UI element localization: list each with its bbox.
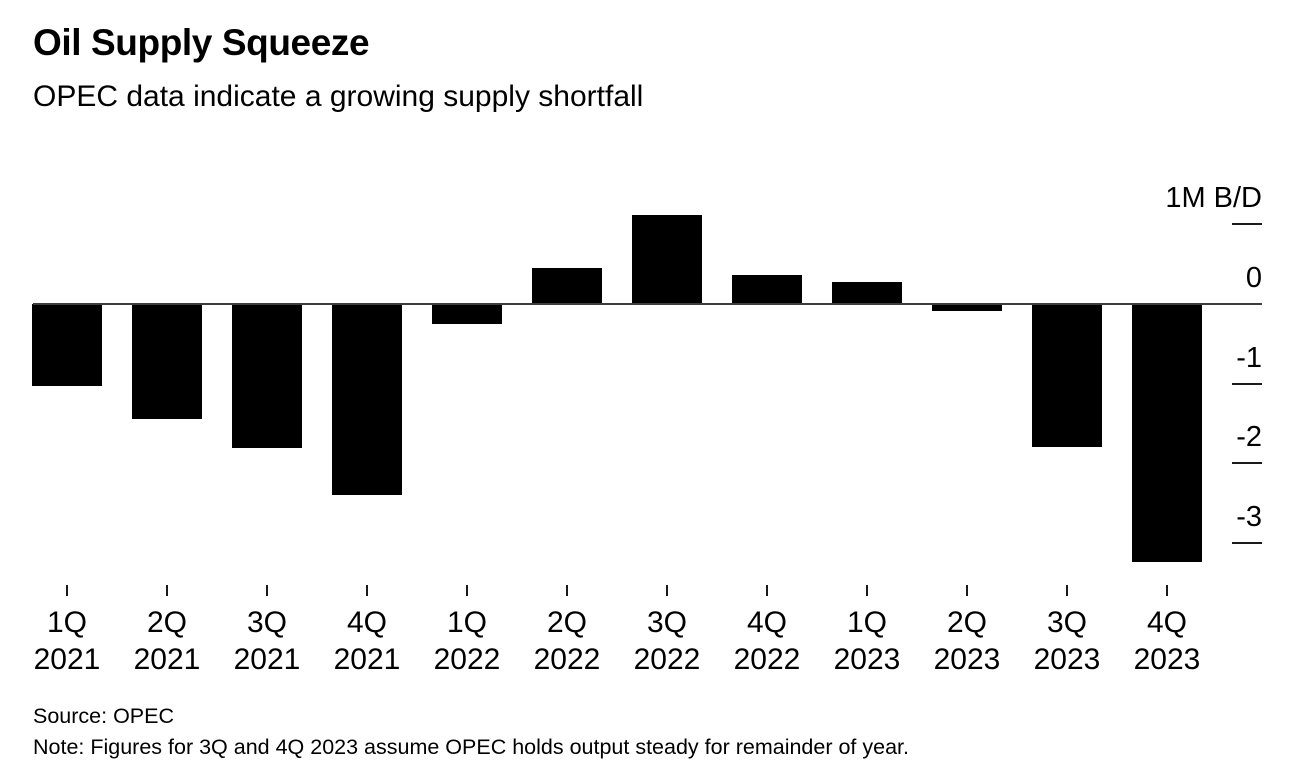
x-tick-2q-2022 xyxy=(566,585,568,596)
x-label-quarter: 4Q xyxy=(346,606,388,639)
x-label-quarter: 3Q xyxy=(1046,606,1088,639)
x-label-2q-2021: 2Q 2021 xyxy=(107,604,227,678)
x-label-quarter: 1Q xyxy=(46,606,88,639)
bar-4q-2021 xyxy=(332,304,402,495)
bar-3q-2023 xyxy=(1032,304,1102,447)
x-tick-1q-2021 xyxy=(66,585,68,596)
x-tick-4q-2022 xyxy=(766,585,768,596)
x-label-year: 2021 xyxy=(333,643,401,676)
x-label-year: 2022 xyxy=(433,643,501,676)
y-label--2: -2 xyxy=(1236,421,1262,453)
x-label-year: 2023 xyxy=(833,643,901,676)
x-label-year: 2022 xyxy=(533,643,601,676)
bar-2q-2021 xyxy=(132,304,202,419)
y-tick--1 xyxy=(1232,383,1262,385)
y-label-0: 0 xyxy=(1245,262,1262,294)
x-label-year: 2023 xyxy=(1033,643,1101,676)
x-label-4q-2023: 4Q 2023 xyxy=(1107,604,1227,678)
x-label-year: 2022 xyxy=(733,643,801,676)
x-label-year: 2022 xyxy=(633,643,701,676)
x-label-1q-2021: 1Q 2021 xyxy=(7,604,127,678)
y-axis-unit-label: 1M B/D xyxy=(1165,182,1262,214)
x-label-1q-2023: 1Q 2023 xyxy=(807,604,927,678)
x-tick-3q-2022 xyxy=(666,585,668,596)
note-text: Note: Figures for 3Q and 4Q 2023 assume … xyxy=(33,735,909,759)
x-tick-4q-2023 xyxy=(1166,585,1168,596)
x-tick-3q-2023 xyxy=(1066,585,1068,596)
x-label-1q-2022: 1Q 2022 xyxy=(407,604,527,678)
bar-1q-2023 xyxy=(832,282,902,304)
x-label-3q-2021: 3Q 2021 xyxy=(207,604,327,678)
x-label-year: 2023 xyxy=(933,643,1001,676)
x-label-2q-2022: 2Q 2022 xyxy=(507,604,627,678)
bar-1q-2021 xyxy=(32,304,102,386)
bar-2q-2022 xyxy=(532,268,602,304)
chart-footer: Source: OPEC Note: Figures for 3Q and 4Q… xyxy=(33,701,909,763)
bar-3q-2021 xyxy=(232,304,302,448)
x-label-year: 2021 xyxy=(233,643,301,676)
x-label-quarter: 4Q xyxy=(746,606,788,639)
x-label-quarter: 1Q xyxy=(446,606,488,639)
x-label-quarter: 3Q xyxy=(246,606,288,639)
y-label--1: -1 xyxy=(1236,342,1262,374)
x-label-quarter: 3Q xyxy=(646,606,688,639)
x-tick-1q-2022 xyxy=(466,585,468,596)
x-label-quarter: 1Q xyxy=(846,606,888,639)
bar-4q-2023 xyxy=(1132,304,1202,562)
chart-title: Oil Supply Squeeze xyxy=(33,22,370,63)
x-label-quarter: 2Q xyxy=(146,606,188,639)
bar-1q-2022 xyxy=(432,304,502,324)
x-tick-2q-2021 xyxy=(166,585,168,596)
bar-3q-2022 xyxy=(632,215,702,304)
x-label-3q-2022: 3Q 2022 xyxy=(607,604,727,678)
source-text: Source: OPEC xyxy=(33,704,174,728)
bar-4q-2022 xyxy=(732,275,802,304)
x-label-quarter: 2Q xyxy=(546,606,588,639)
bar-2q-2023 xyxy=(932,304,1002,311)
y-tick--2 xyxy=(1232,462,1262,464)
x-label-4q-2022: 4Q 2022 xyxy=(707,604,827,678)
y-tick--3 xyxy=(1232,542,1262,544)
chart-subtitle: OPEC data indicate a growing supply shor… xyxy=(33,80,644,113)
y-label--3: -3 xyxy=(1236,501,1262,533)
x-tick-3q-2021 xyxy=(266,585,268,596)
x-label-quarter: 4Q xyxy=(1146,606,1188,639)
x-label-2q-2023: 2Q 2023 xyxy=(907,604,1027,678)
y-tick-1 xyxy=(1232,223,1262,225)
x-label-3q-2023: 3Q 2023 xyxy=(1007,604,1127,678)
x-tick-1q-2023 xyxy=(866,585,868,596)
x-label-year: 2023 xyxy=(1133,643,1201,676)
x-tick-2q-2023 xyxy=(966,585,968,596)
x-label-4q-2021: 4Q 2021 xyxy=(307,604,427,678)
x-tick-4q-2021 xyxy=(366,585,368,596)
zero-axis-line xyxy=(33,303,1262,305)
x-label-year: 2021 xyxy=(33,643,101,676)
x-label-quarter: 2Q xyxy=(946,606,988,639)
x-label-year: 2021 xyxy=(133,643,201,676)
